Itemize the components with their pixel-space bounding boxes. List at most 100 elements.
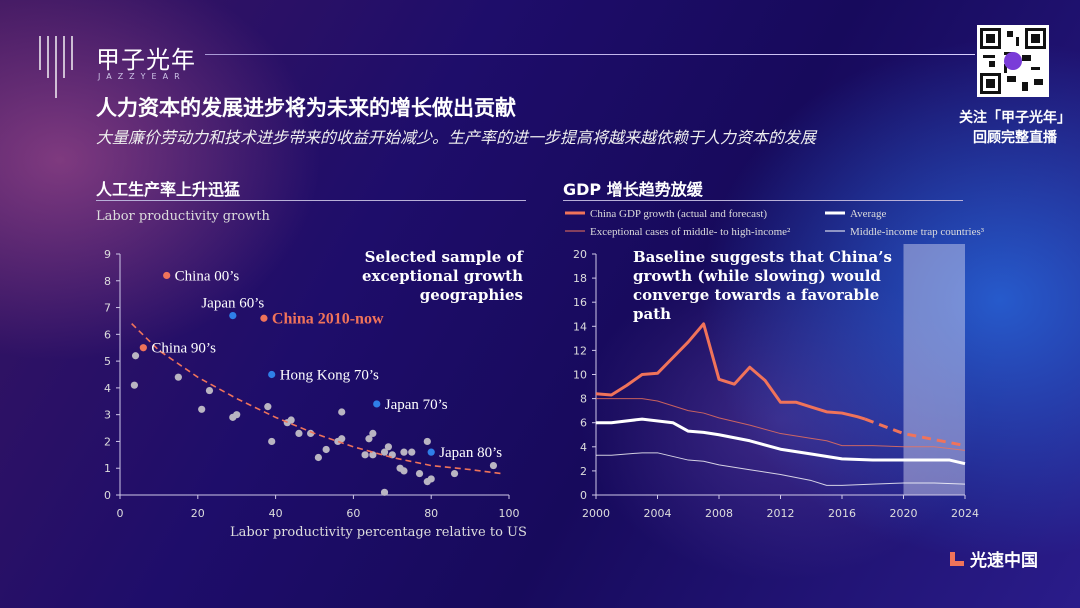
highlight-point [163, 271, 171, 280]
y-tick-label: 20 [573, 248, 587, 261]
x-tick-label: 2000 [582, 507, 610, 520]
data-point [423, 437, 431, 446]
scatter-y-label: Labor productivity growth [96, 209, 270, 224]
y-tick-label: 14 [573, 320, 587, 333]
left-section-rule [96, 200, 526, 201]
y-tick-label: 8 [104, 275, 111, 288]
x-tick-label: 2004 [644, 507, 672, 520]
data-point [365, 435, 373, 443]
y-tick-label: 0 [104, 489, 111, 502]
data-point [338, 435, 346, 443]
series-line [596, 398, 966, 451]
y-tick-label: 12 [573, 344, 587, 357]
data-point [369, 451, 377, 459]
highlight-point [139, 344, 147, 352]
x-tick-label: 80 [424, 507, 438, 520]
brand-name-en: JAZZYEAR [98, 72, 186, 81]
data-point [174, 373, 182, 381]
data-point [233, 411, 241, 419]
x-tick-label: 2012 [767, 507, 795, 520]
data-point [322, 445, 330, 454]
y-tick-label: 2 [580, 465, 587, 478]
x-tick-label: 2008 [705, 507, 733, 520]
y-tick-label: 2 [104, 435, 111, 448]
data-point [264, 403, 272, 411]
data-point [205, 386, 214, 395]
x-tick-label: 0 [117, 507, 124, 520]
data-point [489, 461, 498, 470]
data-point [380, 488, 389, 496]
forecast-line [864, 417, 966, 448]
data-point [131, 352, 140, 360]
highlight-label: Japan 60’s [201, 296, 264, 312]
y-tick-label: 9 [104, 248, 111, 261]
highlight-label: Japan 80’s [439, 445, 502, 461]
left-section-title: 人工生产率上升迅猛 [96, 180, 241, 199]
data-point [408, 448, 416, 456]
data-point [338, 408, 346, 416]
x-tick-label: 20 [191, 507, 205, 520]
header-divider [205, 54, 975, 55]
highlight-label: China 2010-now [272, 310, 384, 327]
brand-name: 甲子光年 [96, 46, 196, 74]
y-tick-label: 10 [573, 369, 587, 382]
data-point [361, 451, 369, 459]
y-tick-label: 5 [104, 355, 111, 368]
legend-label: Middle-income trap countries³ [850, 226, 985, 238]
follow-line-1: 关注「甲子光年」 [959, 110, 1071, 126]
legend-label: Average [850, 208, 887, 220]
y-tick-label: 0 [580, 489, 587, 502]
data-point [198, 405, 206, 413]
data-point [450, 469, 459, 478]
y-tick-label: 18 [573, 272, 587, 285]
page-title: 人力资本的发展进步将为未来的增长做出贡献 [96, 96, 516, 120]
highlight-label: Japan 70’s [385, 397, 448, 413]
right-section-title: GDP 增长趋势放缓 [563, 180, 703, 199]
data-point [307, 429, 315, 438]
footer-logo-text: 光速中国 [970, 551, 1038, 571]
scatter-x-label: Labor productivity percentage relative t… [230, 525, 527, 540]
highlight-point [268, 370, 276, 379]
data-point [427, 475, 435, 483]
highlight-label: China 00’s [175, 268, 240, 284]
y-tick-label: 4 [580, 441, 587, 454]
y-tick-label: 16 [573, 296, 587, 309]
x-tick-label: 2020 [890, 507, 918, 520]
series-line [596, 452, 966, 486]
qr-code-icon [980, 28, 1046, 94]
x-tick-label: 2024 [951, 507, 979, 520]
scatter-annotation: Selected sample of exceptional growth ge… [362, 248, 523, 304]
y-tick-label: 8 [580, 393, 587, 406]
legend-label: China GDP growth (actual and forecast) [590, 208, 767, 220]
data-point [384, 443, 393, 451]
data-point [400, 467, 408, 475]
x-tick-label: 100 [499, 507, 520, 520]
page-subtitle: 大量廉价劳动力和技术进步带来的收益开始减少。生产率的进一步提高将越来越依赖于人力… [96, 128, 817, 147]
highlight-point [373, 400, 381, 408]
follow-text: 关注「甲子光年」 回顾完整直播 [950, 108, 1080, 148]
x-tick-label: 40 [269, 507, 283, 520]
data-point [415, 469, 424, 478]
y-tick-label: 4 [104, 382, 111, 395]
highlight-point [427, 448, 435, 456]
data-point [295, 429, 303, 438]
highlight-label: China 90’s [151, 341, 216, 357]
follow-line-2: 回顾完整直播 [973, 130, 1057, 146]
data-point [400, 448, 408, 456]
series-line [596, 417, 966, 466]
y-tick-label: 7 [104, 302, 111, 315]
lightspeed-logo-icon [950, 551, 964, 566]
y-tick-label: 1 [104, 462, 111, 475]
series-line [595, 322, 866, 421]
y-tick-label: 6 [580, 417, 587, 430]
qr-code[interactable] [977, 25, 1049, 97]
legend-label: Exceptional cases of middle- to high-inc… [590, 226, 791, 238]
highlight-point [229, 311, 237, 320]
forecast-shade [903, 244, 965, 495]
data-point [287, 416, 295, 424]
jazzyear-logo-icon [39, 36, 73, 98]
right-section-rule [563, 200, 963, 201]
y-tick-label: 3 [104, 409, 111, 422]
